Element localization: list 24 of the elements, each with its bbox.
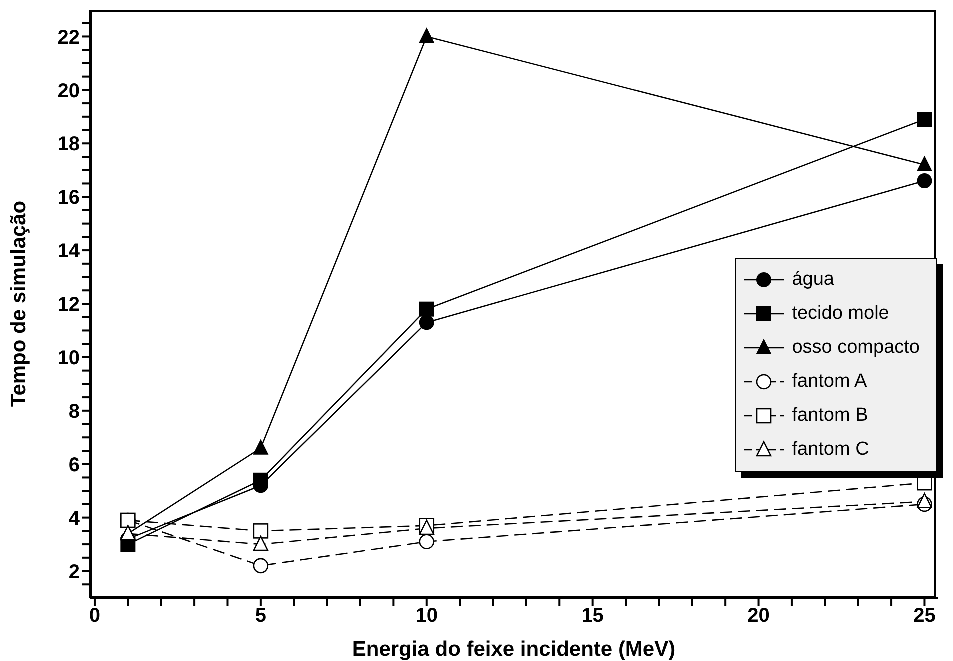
legend-label: fantom A bbox=[792, 371, 868, 393]
y-tick-label: 8 bbox=[68, 401, 80, 424]
y-tick-label: 4 bbox=[68, 508, 81, 530]
y-tick-label: 6 bbox=[68, 454, 80, 476]
x-tick-label: 10 bbox=[416, 605, 438, 628]
y-tick-label: 10 bbox=[58, 348, 80, 370]
legend-label: osso compacto bbox=[792, 337, 920, 359]
x-tick-label: 20 bbox=[748, 605, 770, 628]
x-tick-label: 15 bbox=[582, 605, 604, 628]
legend-label: fantom B bbox=[792, 405, 868, 427]
x-tick-label: 5 bbox=[255, 605, 266, 628]
y-tick-label: 22 bbox=[58, 26, 80, 49]
y-tick-label: 12 bbox=[58, 294, 80, 316]
x-tick-label: 0 bbox=[89, 605, 101, 628]
y-tick-label: 14 bbox=[58, 240, 81, 263]
y-tick-label: 2 bbox=[68, 561, 80, 584]
legend-label: água bbox=[792, 269, 834, 291]
y-tick-label: 16 bbox=[58, 187, 80, 210]
y-axis-title: Tempo de simulação bbox=[7, 200, 30, 408]
y-tick-label: 18 bbox=[58, 134, 80, 156]
legend-label: tecido mole bbox=[792, 303, 890, 325]
x-tick-label: 25 bbox=[914, 605, 936, 628]
y-tick-label: 20 bbox=[58, 80, 80, 102]
legend-label: fantom C bbox=[792, 439, 870, 461]
